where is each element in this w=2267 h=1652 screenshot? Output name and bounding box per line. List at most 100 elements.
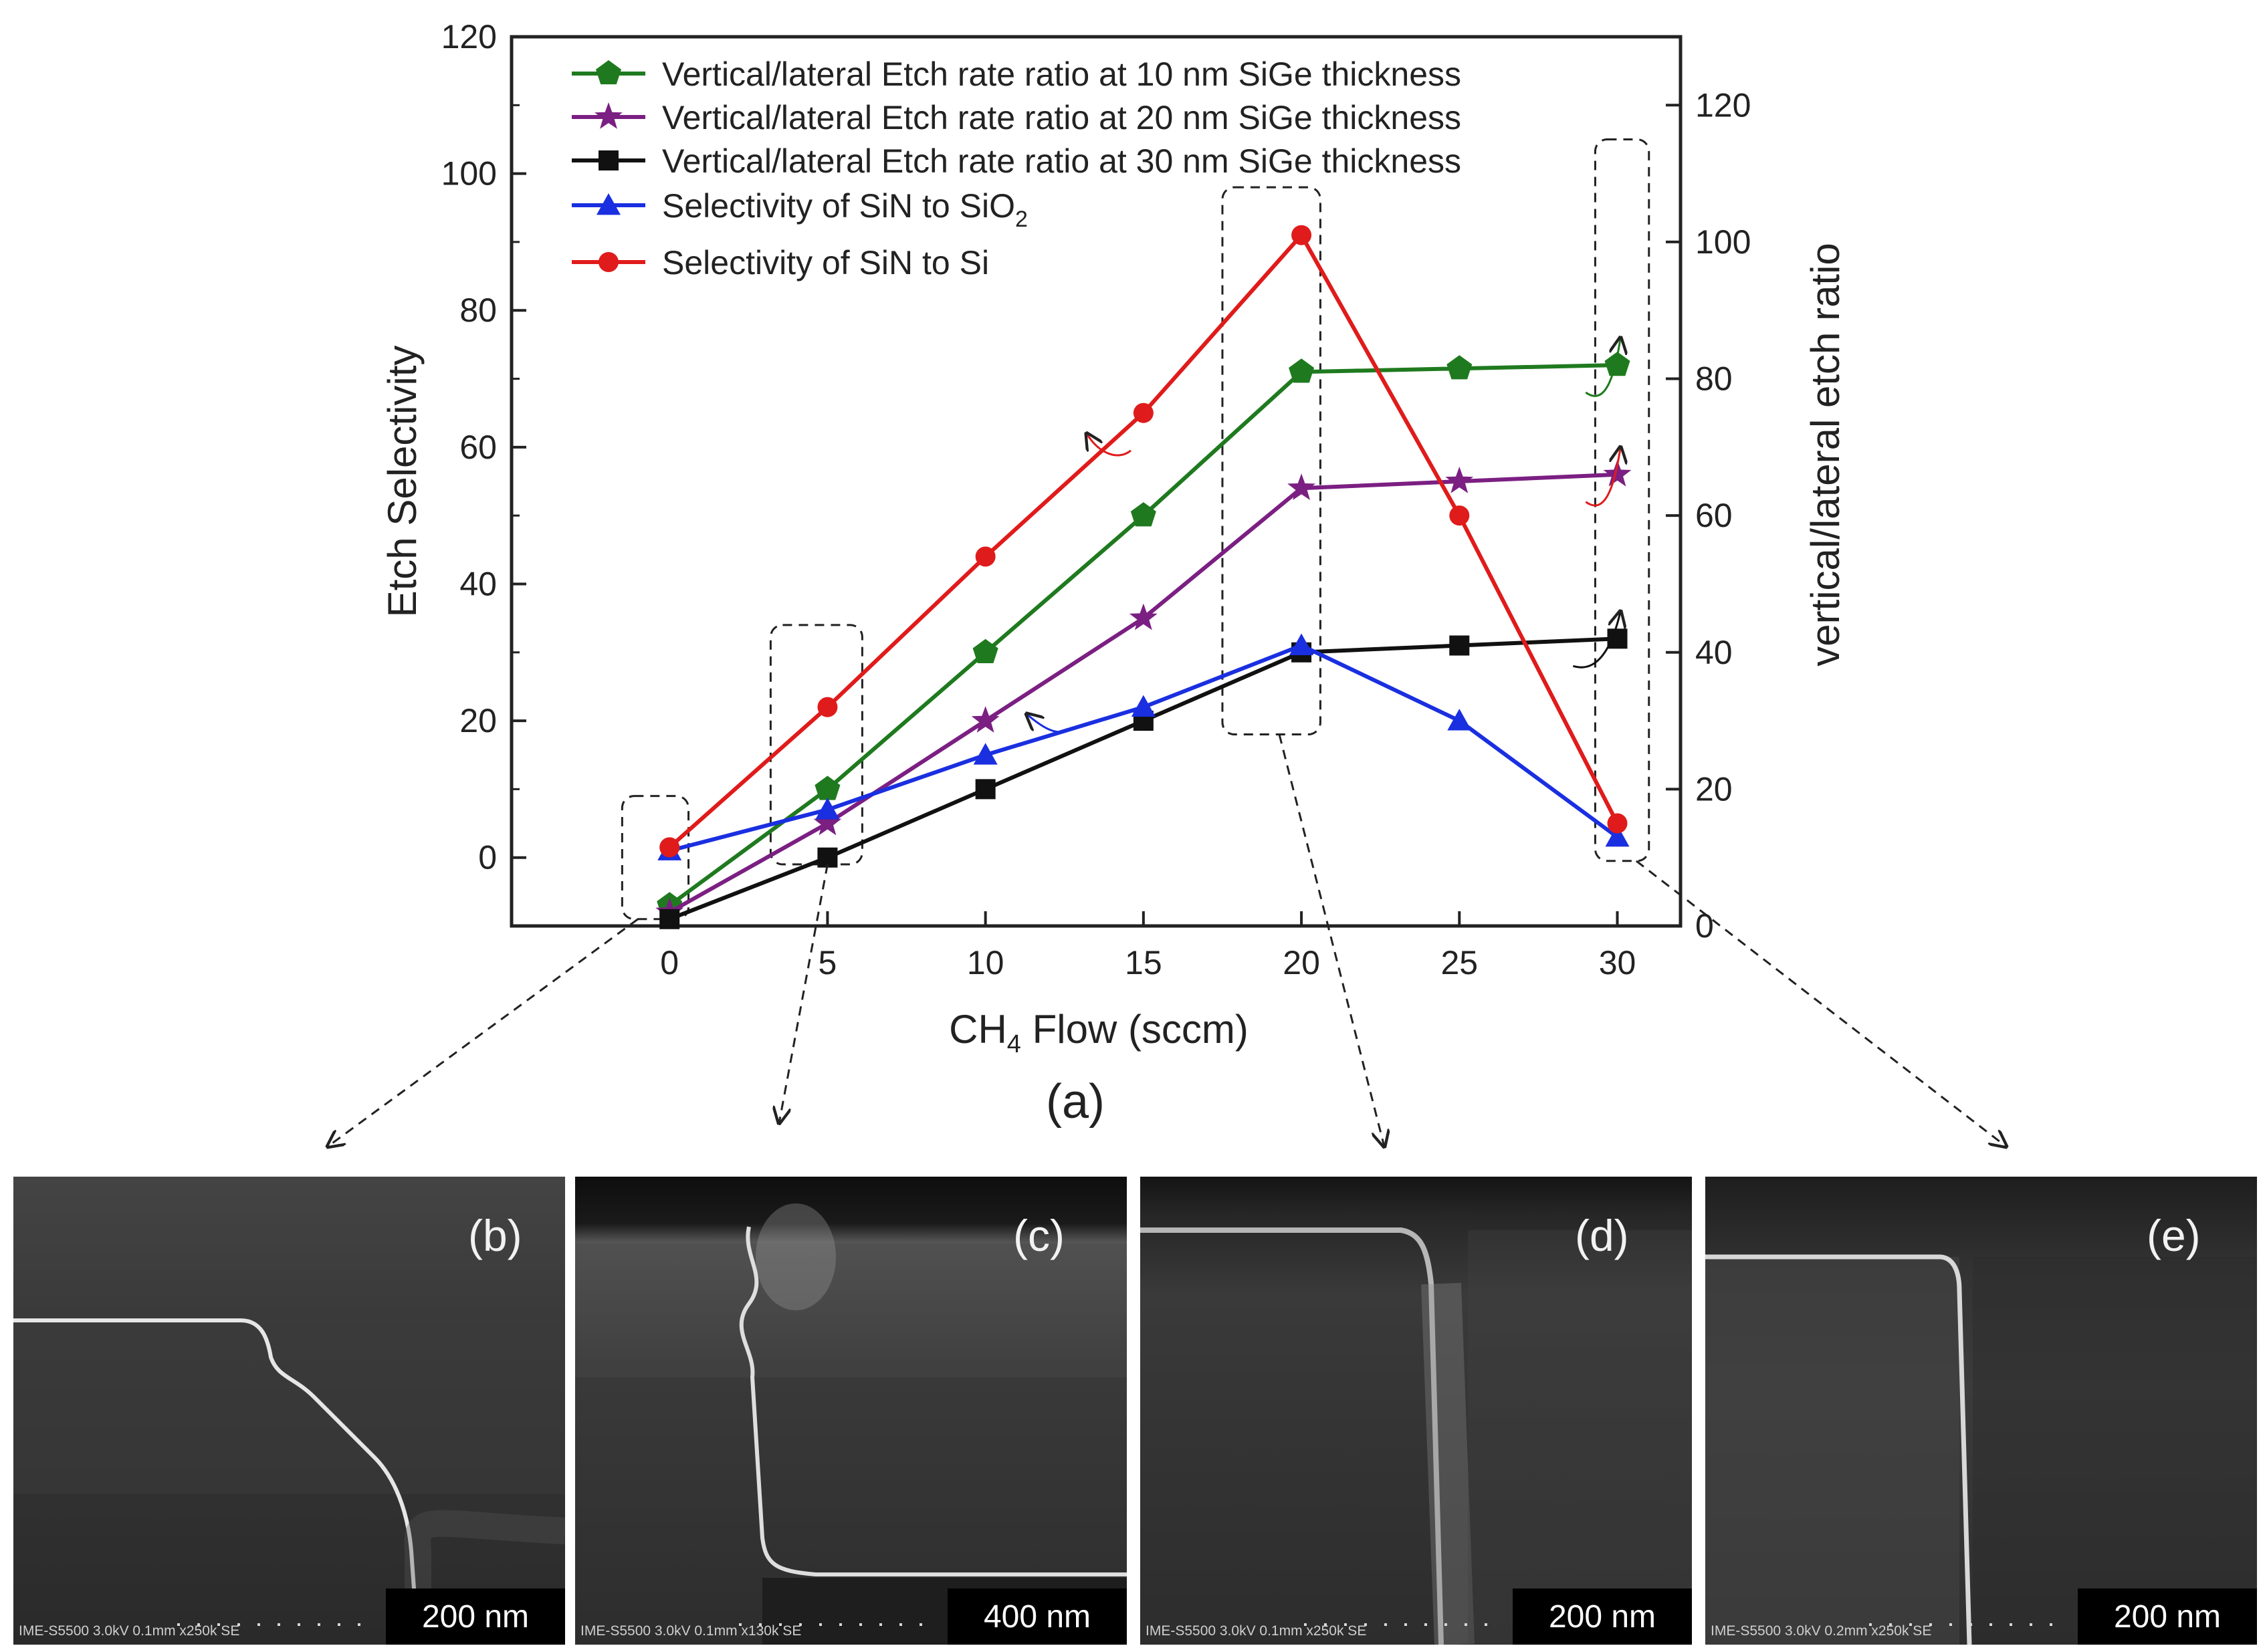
legend-swatch-marker [599, 150, 619, 170]
data-point [659, 909, 680, 929]
data-point [817, 697, 838, 717]
sem-info-d: IME-S5500 3.0kV 0.1mm x250k SE [1146, 1623, 1367, 1639]
data-point [1129, 603, 1158, 630]
scale-bar-e: 200 nm [2078, 1588, 2257, 1645]
scale-bar-c: 400 nm [948, 1588, 1127, 1645]
pointer-arrow [1585, 447, 1620, 507]
pointer-arrow [1087, 433, 1131, 457]
legend-entry: Vertical/lateral Etch rate ratio at 30 n… [662, 142, 1461, 180]
data-point [1445, 467, 1474, 493]
data-point [1605, 825, 1630, 847]
data-point [975, 546, 996, 567]
y-tick-label: 120 [441, 18, 497, 55]
legend-entry: Vertical/lateral Etch rate ratio at 10 n… [662, 55, 1461, 93]
highlight-box [1221, 186, 1321, 736]
series-line [668, 472, 1618, 915]
leader-arrow [1278, 734, 1384, 1147]
data-point [815, 798, 840, 820]
data-point [1287, 473, 1316, 501]
pointer-arrow [1572, 611, 1620, 669]
y-tick-label: 60 [459, 429, 497, 466]
data-point [1446, 355, 1473, 380]
legend-swatch-marker [599, 252, 619, 272]
sem-info-c: IME-S5500 3.0kV 0.1mm x130k SE [580, 1623, 802, 1639]
data-point [1291, 225, 1312, 245]
series-line [669, 636, 1618, 921]
data-point [1449, 505, 1470, 526]
y-tick-label: 40 [459, 565, 497, 602]
leader-arrow [779, 864, 829, 1123]
sem-image-e: IME-S5500 3.0kV 0.2mm x250k SE (e) 200 n… [1705, 1177, 2257, 1645]
plot-frame [510, 35, 1683, 928]
highlight-box [769, 624, 863, 866]
sem-label-c: (c) [1013, 1211, 1065, 1260]
y2-tick-label: 20 [1695, 770, 1733, 808]
y2-tick-label: 80 [1695, 360, 1733, 398]
pointer-arrow [1027, 714, 1065, 733]
x-tick-label: 10 [967, 944, 1004, 981]
x-tick-label: 0 [660, 944, 679, 981]
sem-label-e: (e) [2147, 1211, 2201, 1260]
legend-swatch-marker [597, 193, 621, 215]
leader-arrow [1635, 860, 2006, 1147]
legend-entry: Selectivity of SiN to Si [662, 244, 989, 281]
y-tick-label: 0 [478, 839, 497, 876]
x-tick-label: 30 [1599, 944, 1636, 981]
x-axis-label: CH4 Flow (sccm) [949, 1007, 1249, 1058]
data-point [972, 638, 998, 663]
y2-tick-label: 60 [1695, 497, 1733, 534]
y2-tick-label: 100 [1695, 223, 1751, 261]
data-point [659, 837, 680, 858]
legend-entry: Selectivity of SiN to SiO2 [662, 187, 1028, 232]
data-point [971, 706, 1000, 733]
y2-axis-label: vertical/lateral etch ratio [1803, 243, 1848, 667]
y-tick-label: 100 [441, 155, 497, 193]
data-point [1604, 352, 1630, 376]
series-line [668, 363, 1618, 907]
chart: 0 5 10 15 20 25 300204060801001200204060801001… [0, 18, 2267, 1150]
pointer-arrow [1585, 338, 1620, 397]
x-tick-label: 20 [1283, 944, 1320, 981]
series-line [669, 643, 1619, 853]
y2-tick-label: 120 [1695, 86, 1751, 124]
sem-label-b: (b) [468, 1211, 522, 1260]
data-point [1607, 813, 1628, 834]
y-axis-label: Etch Selectivity [380, 346, 425, 618]
legend-swatch-marker [595, 60, 622, 85]
data-point [1131, 695, 1156, 717]
data-point [973, 743, 998, 765]
legend-swatch-marker [595, 102, 623, 129]
leader-arrow [328, 918, 639, 1147]
data-point [1289, 358, 1315, 383]
x-tick-label: 5 [819, 944, 837, 981]
data-point [813, 808, 842, 836]
data-point [815, 776, 841, 800]
sem-image-d: IME-S5500 3.0kV 0.1mm x250k SE (d) 200 n… [1140, 1177, 1692, 1645]
sem-info-b: IME-S5500 3.0kV 0.1mm x250k SE [19, 1623, 240, 1639]
x-axis-label-main: CH [949, 1007, 1007, 1052]
sem-image-c: IME-S5500 3.0kV 0.1mm x130k SE (c) 400 n… [575, 1177, 1127, 1645]
scale-bar-b: 200 nm [386, 1588, 565, 1645]
y-tick-label: 80 [459, 291, 497, 329]
highlight-box [621, 795, 690, 921]
data-point [1449, 635, 1470, 656]
data-point [1447, 709, 1472, 731]
sem-info-e: IME-S5500 3.0kV 0.2mm x250k SE [1711, 1623, 1932, 1639]
x-axis-label-sub: 4 [1007, 1030, 1021, 1058]
data-point [1130, 502, 1156, 527]
y2-tick-label: 40 [1695, 634, 1733, 671]
data-point [1133, 402, 1154, 423]
panel-label-a: (a) [1046, 1075, 1105, 1129]
x-tick-label: 15 [1125, 944, 1162, 981]
x-tick-label: 25 [1440, 944, 1478, 981]
scale-bar-d: 200 nm [1513, 1588, 1692, 1645]
x-axis-label-rest: Flow (sccm) [1021, 1007, 1249, 1052]
sem-label-d: (d) [1575, 1211, 1629, 1260]
sem-image-b: IME-S5500 3.0kV 0.1mm x250k SE (b) 200 n… [13, 1177, 565, 1645]
legend-entry: Vertical/lateral Etch rate ratio at 20 n… [662, 99, 1461, 136]
highlight-box [1594, 138, 1650, 862]
data-point [975, 779, 996, 800]
data-point [817, 847, 838, 868]
data-point [1607, 628, 1628, 649]
data-point [1603, 459, 1632, 487]
